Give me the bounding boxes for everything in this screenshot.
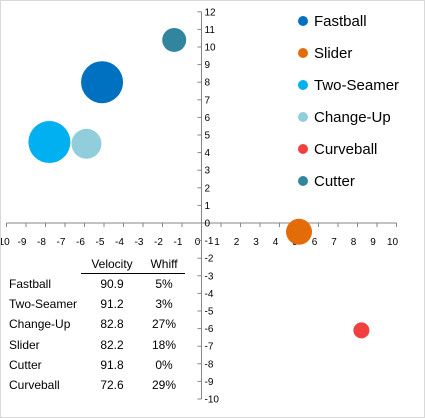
legend-marker [298,80,308,90]
whiff-value: 29% [151,378,177,393]
x-tick-label: -2 [154,237,163,248]
legend-label: Fastball [314,13,367,30]
whiff-value: 18% [151,337,177,352]
stats-header-whiff: Whiff [143,257,185,274]
pitch-name: Curveball [9,378,60,393]
velocity-value: 72.6 [100,378,124,393]
x-tick-label: -5 [96,237,105,248]
legend-marker [298,48,308,58]
stats-table: Velocity Whiff Fastball 90.9 5% Two-Seam… [7,257,185,395]
bubble-cutter [162,27,187,52]
stats-header-pitch [7,257,81,274]
y-tick-label: 10 [205,43,217,54]
whiff-value: 27% [151,317,177,332]
table-row: Two-Seamer 91.2 3% [7,294,185,314]
legend-label: Change-Up [314,109,391,126]
x-tick-label: -7 [57,237,66,248]
y-tick-label: 6 [205,113,211,124]
x-tick-label: 10 [387,237,399,248]
velocity-value: 90.9 [100,277,124,292]
y-tick-label: 12 [205,7,217,18]
x-tick-label: 4 [273,237,279,248]
x-tick-label: -1 [174,237,183,248]
pitch-name: Cutter [9,357,42,372]
legend-marker [298,16,308,26]
y-tick-label: 0 [205,219,211,230]
y-tick-label: 7 [205,95,211,106]
bubble-slider [286,218,312,245]
legend-label: Two-Seamer [314,77,399,94]
pitch-name: Slider [9,337,40,352]
legend-label: Slider [314,45,352,62]
stats-header-velocity: Velocity [81,257,143,274]
stats-table-header-row: Velocity Whiff [7,257,185,274]
pitch-name: Change-Up [9,317,71,332]
table-row: Slider 82.2 18% [7,335,185,355]
table-row: Curveball 72.6 29% [7,375,185,395]
x-tick-label: 6 [312,237,318,248]
bubbles [28,27,370,339]
x-tick-label: -8 [37,237,46,248]
velocity-value: 91.2 [100,297,124,312]
y-tick-label: -10 [205,395,220,406]
y-tick-label: 1 [205,201,211,212]
velocity-value: 82.8 [100,317,124,332]
y-tick-label: -3 [205,271,214,282]
y-tick-label: -8 [205,359,214,370]
legend: Fastball Slider Two-Seamer Change-Up Curveba… [298,13,399,190]
y-tick-label: -6 [205,324,214,335]
y-tick-label: 5 [205,131,211,142]
pitch-name: Two-Seamer [9,297,78,312]
x-tick-label: -10 [1,237,10,248]
pitch-name: Fastball [9,276,52,291]
legend-label: Curveball [314,141,377,158]
y-tick-label: 11 [205,25,216,36]
x-tick-label: -6 [76,237,85,248]
table-row: Cutter 91.8 0% [7,355,185,375]
whiff-value: 5% [155,277,173,292]
y-tick-label: -1 [205,236,214,247]
x-tick-label: -3 [135,237,144,248]
y-tick-label: 3 [205,166,211,177]
x-tick-label: 2 [234,237,240,248]
y-tick-label: 8 [205,78,211,89]
legend-marker [298,144,308,154]
x-tick-label: 9 [370,237,376,248]
y-tick-label: 4 [205,148,211,159]
x-tick-label: 8 [351,237,357,248]
table-row: Change-Up 82.8 27% [7,314,185,334]
velocity-value: 91.8 [100,357,124,372]
legend-marker [298,112,308,122]
y-tick-label: -2 [205,254,214,265]
x-tick-label: 0 [195,237,201,248]
x-tick-label: 3 [253,237,259,248]
x-tick-label: 7 [331,237,337,248]
whiff-value: 3% [155,297,173,312]
y-tick-label: -4 [205,289,214,300]
bubble-curveball [353,322,370,339]
legend-marker [298,176,308,186]
y-tick-label: 9 [205,60,211,71]
x-tick-label: -9 [18,237,27,248]
y-tick-label: -5 [205,307,214,318]
whiff-value: 0% [155,357,173,372]
y-tick-label: -7 [205,342,214,353]
y-tick-label: 2 [205,183,211,194]
table-row: Fastball 90.9 5% [7,274,185,295]
bubble-change-up [71,128,102,159]
bubble-fastball [81,61,124,104]
x-tick-label: -4 [115,237,124,248]
y-tick-label: -9 [205,377,214,388]
bubble-two-seamer [28,121,71,164]
x-tick-label: 1 [214,237,220,248]
legend-label: Cutter [314,173,355,190]
velocity-value: 82.2 [100,337,124,352]
